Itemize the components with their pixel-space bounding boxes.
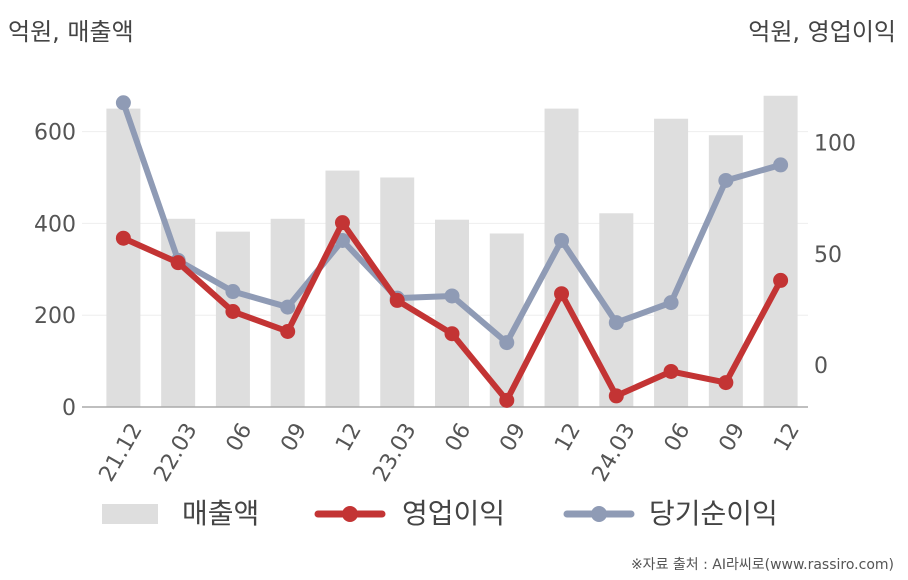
x-tick-label: 24.03	[588, 419, 641, 486]
operating-profit-point	[554, 286, 570, 302]
operating-profit-point	[170, 255, 186, 271]
legend: 매출액 영업이익 당기순이익	[102, 497, 778, 530]
left-axis-unit: 억원, 매출액	[8, 18, 134, 46]
x-tick-label: 06	[222, 419, 258, 456]
x-tick-label: 09	[495, 419, 531, 456]
net-profit-point	[225, 284, 241, 300]
operating-profit-point	[718, 375, 734, 391]
revenue-bar	[106, 108, 141, 407]
net-profit-point	[444, 288, 460, 304]
legend-label-revenue: 매출액	[182, 497, 259, 530]
legend-marker-operating-profit	[342, 506, 358, 522]
net-profit-point	[554, 232, 570, 248]
left-tick-label: 200	[34, 304, 76, 329]
left-tick-label: 0	[62, 396, 76, 421]
source-note: ※자료 출처 : AI라씨로(www.rassiro.com)	[630, 557, 894, 573]
revenue-bar	[161, 218, 196, 407]
right-tick-label: 100	[814, 132, 856, 157]
x-tick-label: 09	[715, 419, 751, 456]
operating-profit-point	[389, 292, 405, 308]
net-profit-point	[773, 157, 789, 173]
x-tick-label: 12	[769, 419, 805, 456]
right-tick-label: 50	[814, 243, 842, 268]
legend-label-operating-profit: 영업이익	[402, 497, 505, 530]
revenue-bar	[215, 231, 250, 407]
operating-profit-point	[663, 363, 679, 379]
legend-label-net-profit: 당기순이익	[649, 497, 778, 530]
right-tick-label: 0	[814, 354, 828, 379]
right-axis-unit: 억원, 영업이익	[748, 18, 896, 46]
net-profit-point	[718, 172, 734, 188]
revenue-bar	[325, 170, 360, 407]
x-tick-label: 21.12	[95, 419, 148, 486]
left-tick-label: 400	[34, 212, 76, 237]
x-tick-label: 23.03	[368, 419, 421, 486]
net-profit-point	[280, 299, 296, 315]
profit-lines	[115, 95, 789, 408]
x-tick-label: 12	[550, 419, 586, 456]
x-tick-label: 06	[441, 419, 477, 456]
legend-marker-net-profit	[591, 506, 607, 522]
operating-profit-point	[334, 215, 350, 231]
net-profit-point	[115, 95, 131, 111]
net-profit-point	[608, 315, 624, 331]
x-tick-label: 09	[276, 419, 312, 456]
operating-profit-point	[608, 388, 624, 404]
x-tick-label: 12	[331, 419, 367, 456]
x-tick-label: 06	[660, 419, 696, 456]
operating-profit-point	[773, 272, 789, 288]
legend-swatch-revenue	[102, 504, 158, 524]
operating-profit-point	[225, 304, 241, 320]
operating-profit-point	[280, 323, 296, 339]
net-profit-point	[663, 295, 679, 311]
operating-profit-point	[499, 392, 515, 408]
revenue-bar	[435, 219, 469, 407]
left-tick-label: 600	[34, 121, 76, 146]
operating-profit-point	[444, 326, 460, 342]
revenue-bar	[654, 118, 689, 407]
operating-profit-point	[115, 230, 131, 246]
x-tick-label: 22.03	[149, 419, 202, 486]
revenue-bar	[763, 95, 798, 407]
net-profit-point	[499, 335, 515, 351]
